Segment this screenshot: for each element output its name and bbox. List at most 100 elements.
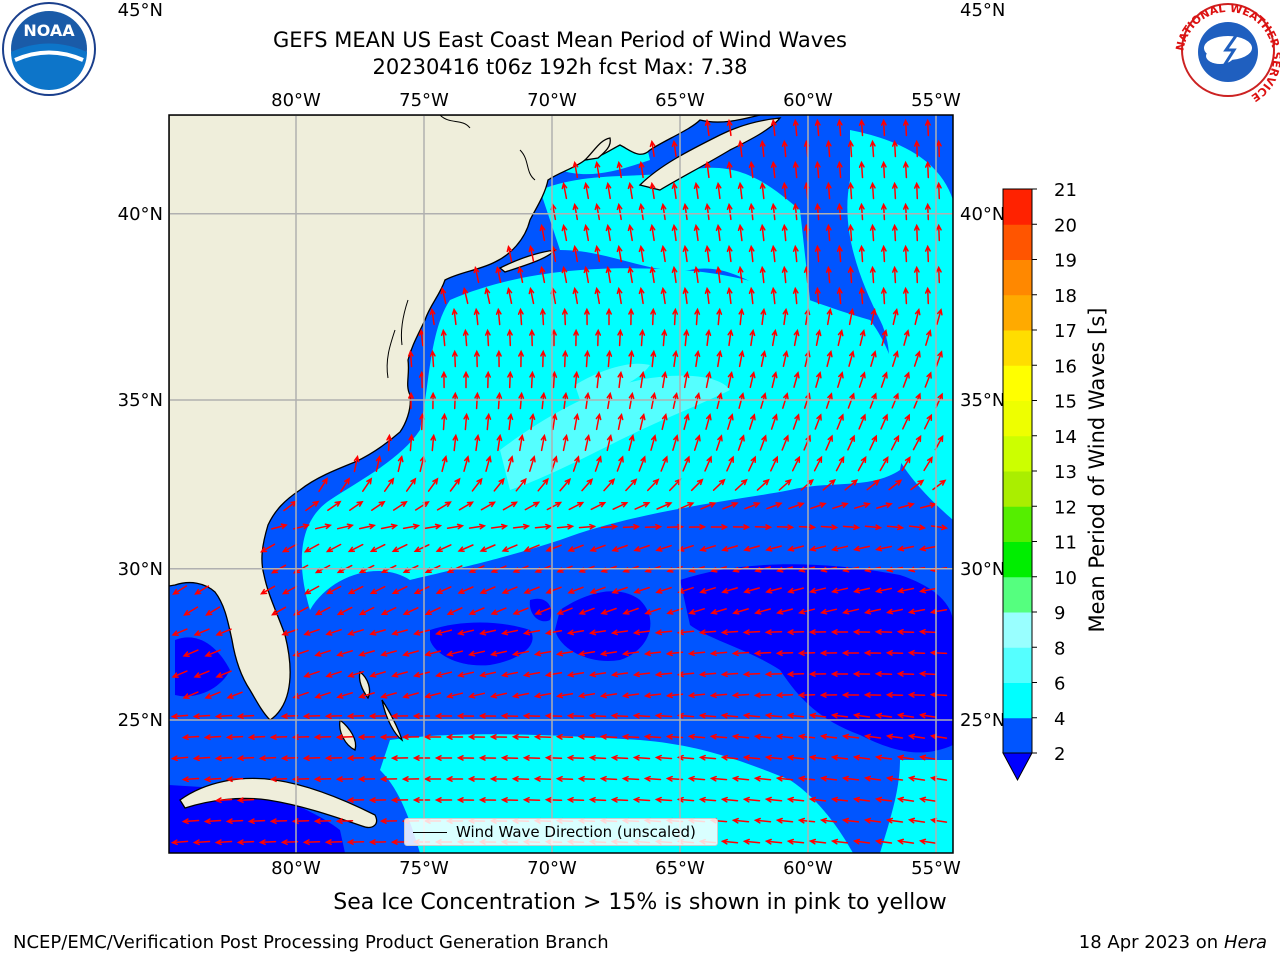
wind-arrow: [462, 328, 469, 347]
wind-arrow: [500, 797, 519, 803]
wind-arrow: [479, 544, 496, 552]
wind-arrow: [830, 838, 849, 845]
wind-arrow: [709, 650, 728, 657]
wind-arrow: [660, 244, 667, 263]
wind-arrow: [424, 523, 443, 530]
wind-arrow: [402, 650, 419, 657]
wind-arrow: [863, 650, 882, 656]
wind-arrow: [627, 265, 634, 284]
wind-arrow: [786, 629, 805, 636]
wind-arrow: [335, 734, 354, 741]
wind-arrow: [759, 265, 766, 284]
colorbar-segment: [1003, 259, 1032, 296]
wind-arrow: [792, 118, 799, 137]
wind-arrow: [480, 501, 496, 511]
wind-arrow: [594, 160, 601, 179]
wind-arrow: [704, 244, 711, 263]
wind-arrow: [434, 797, 453, 803]
wind-arrow: [902, 371, 910, 388]
wind-arrow: [644, 523, 663, 530]
wind-arrow: [401, 776, 420, 782]
wind-arrow: [847, 434, 855, 451]
wind-arrow: [716, 349, 723, 368]
wind-arrow: [929, 733, 948, 740]
wind-arrow: [929, 817, 948, 824]
wind-arrow: [203, 818, 222, 825]
colorbar-tick-label: 4: [1054, 709, 1065, 730]
colorbar-segment: [1003, 576, 1032, 613]
wind-arrow: [539, 265, 546, 284]
wind-arrow: [874, 796, 893, 803]
wind-arrow: [787, 545, 805, 552]
wind-arrow: [720, 796, 739, 803]
wind-arrow: [731, 733, 750, 740]
wind-arrow: [501, 544, 518, 552]
wind-arrow: [759, 181, 766, 200]
wind-arrow: [633, 586, 650, 594]
wind-arrow: [193, 670, 210, 678]
wind-arrow: [236, 755, 255, 762]
wind-arrow: [479, 586, 496, 594]
wind-arrow: [496, 433, 503, 452]
wind-arrow: [874, 754, 893, 761]
wind-arrow: [610, 712, 629, 719]
wind-arrow: [891, 265, 898, 284]
wind-arrow: [588, 629, 607, 636]
wind-arrow: [204, 691, 221, 699]
wind-arrow: [567, 586, 584, 594]
wind-arrow: [413, 586, 430, 594]
wind-arrow: [441, 455, 448, 473]
wind-arrow: [192, 755, 211, 762]
wind-arrow: [502, 501, 518, 511]
wind-arrow: [621, 692, 640, 699]
wind-arrow: [496, 349, 502, 368]
wind-arrow: [501, 586, 518, 594]
wind-arrow: [671, 265, 678, 284]
wind-arrow: [599, 692, 618, 699]
wind-arrow: [474, 391, 481, 410]
wind-arrow: [731, 650, 750, 657]
wind-arrow: [584, 307, 590, 326]
wind-arrow: [809, 587, 827, 594]
wind-arrow: [512, 523, 531, 530]
wind-arrow: [682, 244, 689, 263]
wind-arrow: [863, 775, 882, 782]
wind-arrow: [583, 223, 590, 242]
wind-arrow: [731, 692, 750, 699]
wind-arrow: [819, 733, 838, 740]
wind-arrow: [852, 796, 871, 803]
wind-arrow: [726, 455, 734, 472]
wind-arrow: [742, 712, 761, 719]
wind-arrow: [764, 629, 783, 636]
wind-arrow: [391, 543, 408, 553]
wind-arrow: [335, 818, 354, 825]
wind-arrow: [484, 287, 491, 305]
colorbar-tick-label: 13: [1054, 462, 1077, 483]
map-legend: Wind Wave Direction (unscaled): [404, 818, 718, 846]
lon-label-bottom: 60°W: [783, 858, 833, 879]
wind-arrow: [638, 202, 645, 221]
wind-arrow: [610, 754, 629, 761]
wind-arrow: [660, 286, 667, 305]
wind-arrow: [932, 479, 947, 491]
wind-arrow: [858, 244, 865, 263]
colorbar-segment: [1003, 365, 1032, 401]
wind-arrow: [452, 433, 459, 452]
wind-arrow: [577, 692, 596, 699]
wind-arrow: [346, 755, 365, 761]
wind-arrow: [489, 734, 508, 740]
wind-arrow: [918, 796, 937, 803]
wind-arrow: [260, 543, 276, 553]
wind-arrow: [451, 349, 458, 368]
wind-arrow: [709, 733, 728, 740]
wind-arrow: [749, 328, 756, 347]
wind-arrow: [512, 607, 529, 615]
wind-arrow: [522, 754, 541, 761]
wind-arrow: [699, 587, 716, 594]
colorbar-ticks: 2 4 6 8 9 10 11 12 13 14 15 16 17 18 19 20 21: [1032, 180, 1077, 765]
wind-arrow: [643, 692, 662, 699]
wind-arrow: [573, 328, 579, 347]
wind-arrow: [435, 629, 453, 636]
